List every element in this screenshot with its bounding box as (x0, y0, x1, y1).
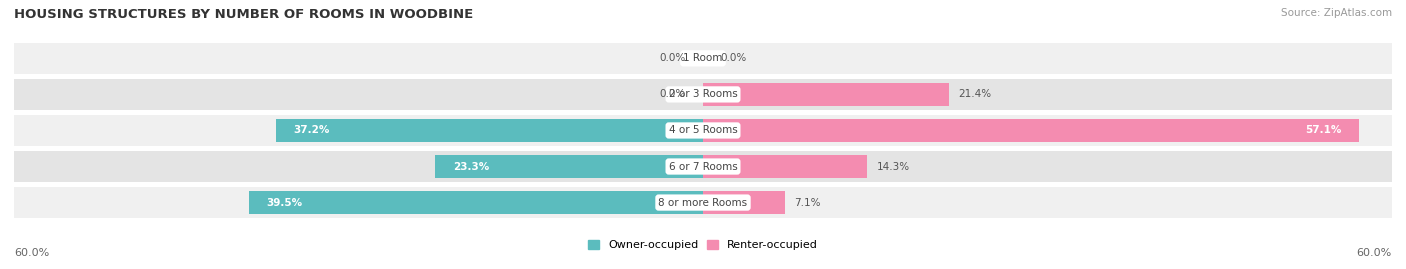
Bar (14, 79, 1392, 110)
Text: 39.5%: 39.5% (267, 197, 302, 208)
Bar (703, 155, 868, 178)
Text: 1 Room: 1 Room (683, 53, 723, 63)
Text: 23.3%: 23.3% (453, 161, 489, 172)
Bar (703, 83, 949, 106)
Text: 6 or 7 Rooms: 6 or 7 Rooms (669, 161, 737, 172)
Bar (14, 115, 1392, 146)
Text: 21.4%: 21.4% (957, 89, 991, 100)
Bar (436, 155, 703, 178)
Text: 0.0%: 0.0% (659, 53, 686, 63)
Bar (14, 187, 1392, 218)
Legend: Owner-occupied, Renter-occupied: Owner-occupied, Renter-occupied (583, 236, 823, 255)
Bar (276, 119, 703, 142)
Text: 8 or more Rooms: 8 or more Rooms (658, 197, 748, 208)
Bar (249, 191, 703, 214)
Bar (14, 43, 1392, 74)
Text: 0.0%: 0.0% (659, 89, 686, 100)
Bar (14, 151, 1392, 182)
Text: 14.3%: 14.3% (876, 161, 910, 172)
Text: 0.0%: 0.0% (720, 53, 747, 63)
Bar (703, 191, 785, 214)
Bar (703, 119, 1358, 142)
Text: HOUSING STRUCTURES BY NUMBER OF ROOMS IN WOODBINE: HOUSING STRUCTURES BY NUMBER OF ROOMS IN… (14, 8, 474, 21)
Text: 4 or 5 Rooms: 4 or 5 Rooms (669, 125, 737, 136)
Text: Source: ZipAtlas.com: Source: ZipAtlas.com (1281, 8, 1392, 18)
Text: 2 or 3 Rooms: 2 or 3 Rooms (669, 89, 737, 100)
Text: 37.2%: 37.2% (292, 125, 329, 136)
Text: 7.1%: 7.1% (794, 197, 820, 208)
Text: 60.0%: 60.0% (14, 248, 49, 258)
Text: 60.0%: 60.0% (1357, 248, 1392, 258)
Text: 57.1%: 57.1% (1305, 125, 1341, 136)
